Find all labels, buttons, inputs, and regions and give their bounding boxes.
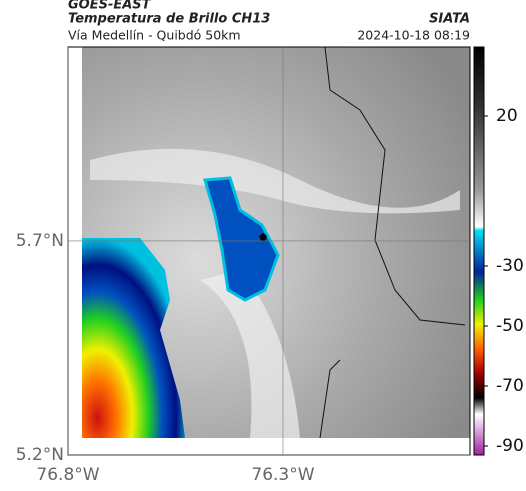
credit: SIATA <box>429 12 470 27</box>
imagery <box>67 46 471 456</box>
colorbar-tick-label: -50 <box>496 316 524 336</box>
colorbar-tick-label: -70 <box>496 376 524 396</box>
colorbar-tick-label: -30 <box>496 256 524 276</box>
colorbar-tick-label: -90 <box>496 436 524 456</box>
source: GOES-EAST <box>68 0 152 13</box>
route: Vía Medellín - Quibdó 50km <box>68 28 241 43</box>
axes: 76.8°W 76.3°W 5.2°N 5.7°N 20 -30 -50 -70 -90 <box>16 47 524 485</box>
x-tick-label: 76.8°W <box>36 465 99 485</box>
colorbar <box>473 46 485 456</box>
x-tick-label: 76.3°W <box>251 465 314 485</box>
title: Temperatura de Brillo CH13 <box>68 12 270 27</box>
colorbar-tick-label: 20 <box>496 106 518 126</box>
timestamp: 2024-10-18 08:19 <box>357 28 470 43</box>
y-tick-label: 5.2°N <box>16 445 64 465</box>
y-tick-label: 5.7°N <box>16 231 64 251</box>
